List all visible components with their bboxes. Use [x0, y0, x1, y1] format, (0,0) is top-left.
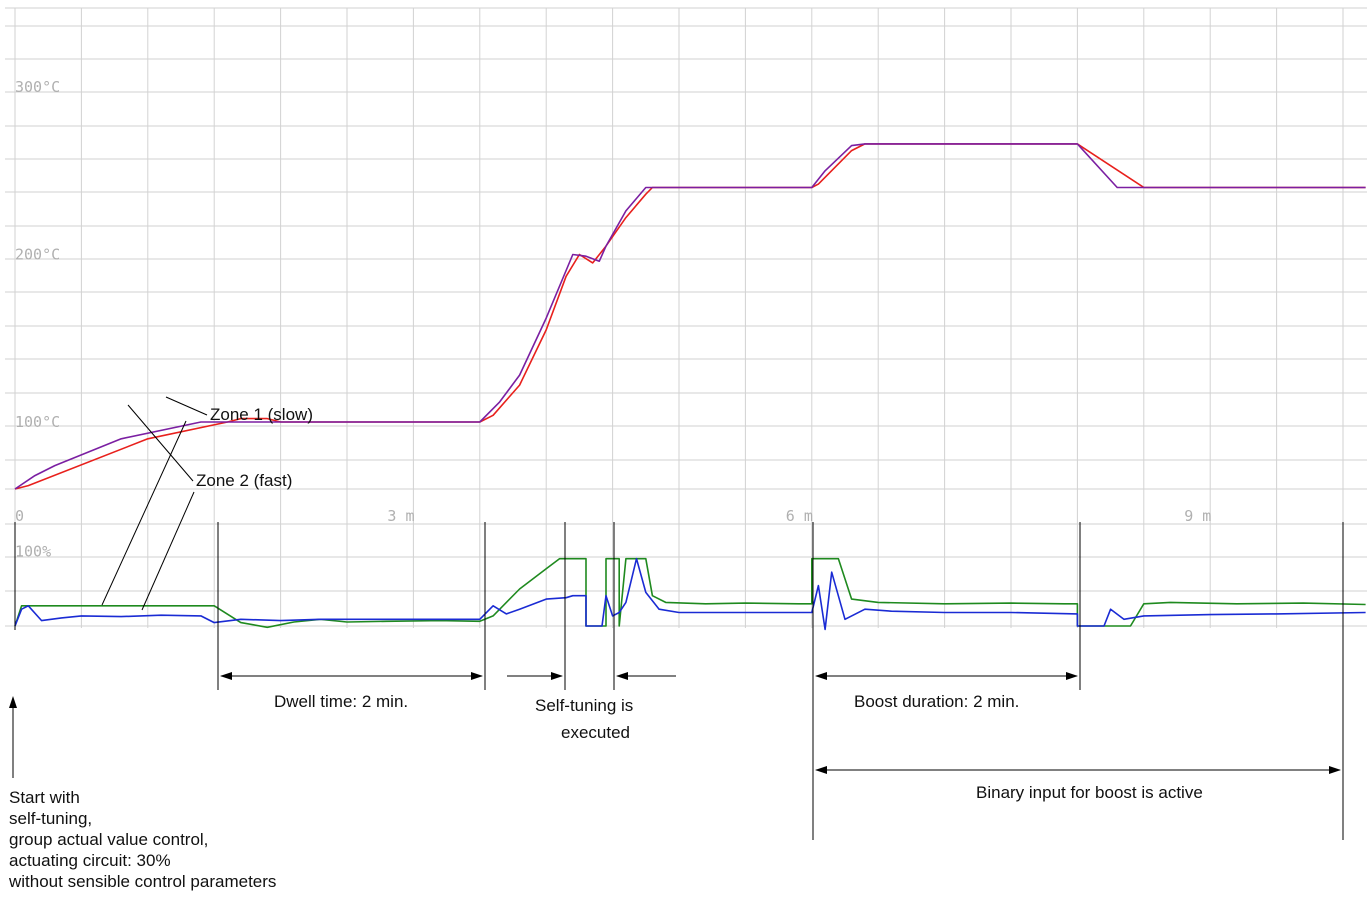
temp-tick-0: 300°C	[15, 78, 60, 96]
boost-arrow-right	[1066, 672, 1078, 680]
dwell-label: Dwell time: 2 min.	[274, 692, 408, 711]
x-tick-1: 3 m	[387, 507, 414, 525]
dwell-arrow-right	[471, 672, 483, 680]
temperature-series-group	[14, 143, 1366, 490]
temperature-series-line-0	[14, 143, 1366, 490]
zone1-leader-bottom	[101, 420, 187, 606]
zone2-label: Zone 2 (fast)	[196, 471, 292, 490]
boost-duration-label: Boost duration: 2 min.	[854, 692, 1019, 711]
output-tick-0: 100%	[15, 543, 51, 561]
temp-tick-2: 100°C	[15, 413, 60, 431]
boost-arrow-left	[815, 672, 827, 680]
chart-grid	[5, 7, 1367, 628]
zone1-leader-top	[165, 396, 208, 416]
start-line-2: self-tuning,	[9, 809, 92, 828]
annotations: Zone 1 (slow) Zone 2 (fast) Dwell time: …	[8, 396, 1344, 891]
zone2-leader-top	[127, 404, 194, 482]
zone1-label: Zone 1 (slow)	[210, 405, 313, 424]
axis-tick-labels: 300°C 200°C 100°C 100% 0 3 m 6 m 9 m	[15, 78, 1211, 561]
output-series-group	[14, 557, 1366, 631]
start-line-5: without sensible control parameters	[8, 872, 276, 891]
selftune-label-2: executed	[561, 723, 630, 742]
start-line-1: Start with	[9, 788, 80, 807]
x-tick-3: 9 m	[1184, 507, 1211, 525]
output-series-line-1	[14, 557, 1366, 631]
temperature-series-line-1	[14, 143, 1366, 490]
x-tick-2: 6 m	[786, 507, 813, 525]
selftune-arrow-b	[616, 672, 628, 680]
binary-label: Binary input for boost is active	[976, 783, 1203, 802]
binary-arrow-left	[815, 766, 827, 774]
dwell-arrow-left	[220, 672, 232, 680]
start-line-4: actuating circuit: 30%	[9, 851, 171, 870]
binary-arrow-right	[1329, 766, 1341, 774]
temp-tick-1: 200°C	[15, 246, 60, 264]
start-line-3: group actual value control,	[9, 830, 208, 849]
start-arrow-head	[9, 696, 17, 708]
selftune-label-1: Self-tuning is	[535, 696, 633, 715]
zone2-leader-bottom	[141, 491, 195, 611]
selftune-arrow-a	[551, 672, 563, 680]
x-tick-0: 0	[15, 507, 24, 525]
